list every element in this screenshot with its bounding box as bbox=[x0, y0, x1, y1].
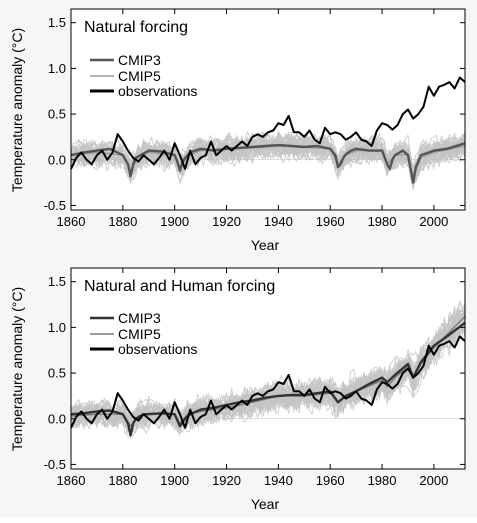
series-line-observations bbox=[70, 335, 466, 429]
x-tick-label: 1900 bbox=[160, 473, 189, 488]
y-tick-label: 0.5 bbox=[48, 366, 66, 381]
panel-natural-forcing: 1860 1880 1900 1920 1940 1960 1980 2000 -0.5 0.0 0… bbox=[9, 8, 466, 253]
series-lines bbox=[70, 76, 466, 184]
x-axis-title: Year bbox=[251, 237, 280, 253]
legend-label-cmip5: CMIP5 bbox=[118, 326, 161, 342]
x-tick-label: 1980 bbox=[368, 473, 397, 488]
series-line-cmip3 bbox=[70, 142, 466, 184]
legend: CMIP3 CMIP5 observations bbox=[90, 52, 197, 99]
panel-natural-and-human-forcing: 1860 1880 1900 1920 1940 1960 1980 2000 -0.5 0.0 0… bbox=[9, 267, 466, 512]
x-tick-label: 1860 bbox=[57, 473, 86, 488]
legend-label-cmip3: CMIP3 bbox=[118, 310, 161, 326]
y-tick-label: 1.0 bbox=[48, 61, 66, 76]
y-tick-label: -0.5 bbox=[44, 457, 66, 472]
y-tick-label: 0.0 bbox=[48, 152, 66, 167]
y-tick-label: 1.5 bbox=[48, 274, 66, 289]
panel-title: Natural forcing bbox=[84, 19, 188, 36]
y-tick-label: 0.0 bbox=[48, 411, 66, 426]
x-tick-label: 2000 bbox=[419, 473, 448, 488]
x-tick-label: 1860 bbox=[57, 214, 86, 229]
y-tick-label: 1.5 bbox=[48, 15, 66, 30]
x-tick-label: 1900 bbox=[160, 214, 189, 229]
y-tick-label: 1.0 bbox=[48, 320, 66, 335]
x-tick-label: 1920 bbox=[212, 214, 241, 229]
x-tick-label: 2000 bbox=[419, 214, 448, 229]
legend-label-cmip5: CMIP5 bbox=[118, 68, 161, 84]
series-line-observations bbox=[70, 76, 466, 170]
panel-title: Natural and Human forcing bbox=[84, 278, 275, 295]
x-tick-label: 1960 bbox=[316, 473, 345, 488]
ensemble-member-line bbox=[70, 311, 466, 437]
series-line-cmip3 bbox=[70, 321, 466, 437]
y-tick-label: 0.5 bbox=[48, 107, 66, 122]
x-tick-label: 1940 bbox=[264, 214, 293, 229]
plot-area bbox=[71, 9, 465, 210]
x-tick-label: 1880 bbox=[108, 214, 137, 229]
plot-frame bbox=[70, 267, 466, 470]
legend-label-observations: observations bbox=[118, 341, 197, 357]
plot-frame bbox=[70, 8, 466, 211]
x-tick-label: 1920 bbox=[212, 473, 241, 488]
x-tick-label: 1980 bbox=[368, 214, 397, 229]
y-axis-title: Temperature anomaly (°C) bbox=[9, 28, 25, 192]
axis-ticks: 1860 1880 1900 1920 1940 1960 1980 2000 -0.5 0.0 0… bbox=[44, 9, 465, 229]
y-axis-title: Temperature anomaly (°C) bbox=[9, 287, 25, 451]
x-tick-label: 1960 bbox=[316, 214, 345, 229]
x-tick-label: 1880 bbox=[108, 473, 137, 488]
legend-label-observations: observations bbox=[118, 83, 197, 99]
x-tick-label: 1940 bbox=[264, 473, 293, 488]
series-lines bbox=[70, 315, 466, 437]
y-tick-label: -0.5 bbox=[44, 198, 66, 213]
legend: CMIP3 CMIP5 observations bbox=[90, 310, 197, 357]
legend-label-cmip3: CMIP3 bbox=[118, 52, 161, 68]
axis-ticks: 1860 1880 1900 1920 1940 1960 1980 2000 -0.5 0.0 0… bbox=[44, 268, 465, 488]
x-axis-title: Year bbox=[251, 496, 280, 512]
